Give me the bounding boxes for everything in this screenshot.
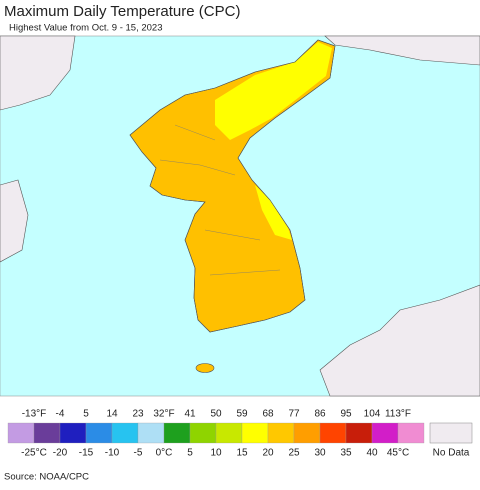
legend-swatch	[137, 422, 165, 444]
legend-label-c: 5	[187, 448, 193, 459]
legend-swatch	[241, 422, 269, 444]
legend-label-f: 95	[340, 409, 352, 420]
legend-label-c: -10	[105, 448, 120, 459]
subtitle: Highest Value from Oct. 9 - 15, 2023	[9, 23, 162, 34]
legend-label-c: 20	[262, 448, 274, 459]
legend-swatch	[59, 422, 87, 444]
legend-label-f: 104	[364, 409, 381, 420]
legend-label-c: 10	[210, 448, 222, 459]
legend-label-c: 25	[288, 448, 300, 459]
legend-label-c: 45°C	[387, 448, 409, 459]
legend-label-f: 77	[288, 409, 300, 420]
legend-swatch	[319, 422, 347, 444]
legend-swatch	[215, 422, 243, 444]
legend-swatch	[293, 422, 321, 444]
no-data-label: No Data	[433, 448, 470, 459]
legend-label-c: -20	[53, 448, 68, 459]
land-china-south	[0, 179, 29, 263]
legend-label-f: 32°F	[153, 409, 174, 420]
legend-label-f: 5	[83, 409, 89, 420]
land-russia	[324, 35, 480, 66]
legend-label-c: -15	[79, 448, 94, 459]
legend-label-f: 68	[262, 409, 274, 420]
legend-label-f: 14	[106, 409, 118, 420]
legend-swatch	[163, 422, 191, 444]
title: Maximum Daily Temperature (CPC)	[4, 3, 240, 20]
no-data-swatch	[429, 422, 473, 444]
legend-label-c: -5	[134, 448, 143, 459]
legend-label-f: -13°F	[22, 409, 47, 420]
province-borders	[159, 124, 281, 276]
legend-swatch	[7, 422, 35, 444]
legend-label-f: 113°F	[385, 409, 411, 420]
legend-swatch	[111, 422, 139, 444]
coastline	[129, 39, 336, 333]
legend-swatch	[189, 422, 217, 444]
legend-swatch	[267, 422, 295, 444]
warm-zone-north	[215, 42, 332, 140]
legend-label-f: 41	[184, 409, 196, 420]
land-china	[0, 35, 76, 111]
warm-zone-east	[255, 185, 292, 240]
legend-label-f: 59	[236, 409, 248, 420]
legend-label-c: 40	[366, 448, 378, 459]
legend-swatch	[371, 422, 399, 444]
legend-swatch	[397, 422, 425, 444]
legend-swatch	[85, 422, 113, 444]
legend-label-c: 15	[236, 448, 248, 459]
map	[0, 35, 480, 397]
legend-label-f: 23	[132, 409, 144, 420]
legend-label-f: -4	[56, 409, 65, 420]
legend-swatch	[33, 422, 61, 444]
legend-label-c: -25°C	[21, 448, 47, 459]
legend-label-f: 86	[314, 409, 326, 420]
legend-label-c: 35	[340, 448, 352, 459]
source: Source: NOAA/CPC	[4, 472, 89, 483]
legend-label-c: 0°C	[156, 448, 173, 459]
legend: No Data -13°F -4 5 14 23 32°F 41 50 59 68 77 86 95 10…	[7, 409, 473, 459]
legend-label-c: 30	[314, 448, 326, 459]
land-japan	[319, 284, 480, 397]
jeju	[195, 363, 215, 373]
legend-swatch	[345, 422, 373, 444]
legend-label-f: 50	[210, 409, 222, 420]
